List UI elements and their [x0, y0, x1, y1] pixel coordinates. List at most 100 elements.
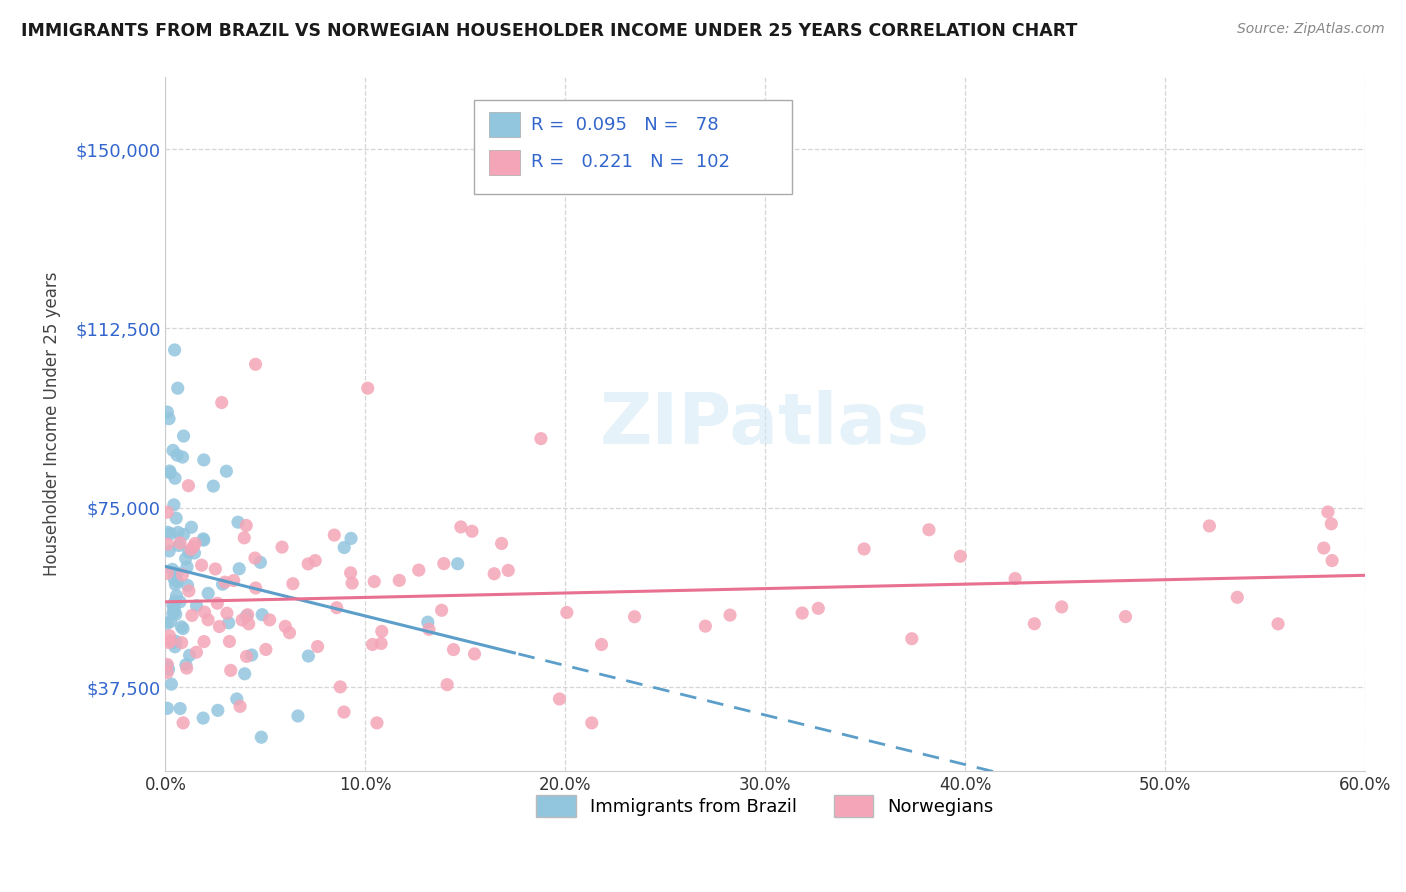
Point — [156, 665, 179, 680]
Point — [193, 634, 215, 648]
Point — [792, 606, 814, 620]
Point — [901, 632, 924, 646]
Point — [297, 557, 319, 571]
Point — [165, 577, 187, 591]
Point — [695, 619, 717, 633]
Point — [1198, 519, 1220, 533]
Point — [174, 551, 197, 566]
Point — [325, 600, 347, 615]
Point — [156, 616, 179, 631]
Point — [156, 505, 179, 519]
Point — [197, 613, 219, 627]
Point — [194, 605, 217, 619]
Point — [180, 520, 202, 534]
Point — [172, 622, 194, 636]
Point — [163, 471, 186, 485]
Point — [250, 607, 273, 622]
Point — [159, 634, 181, 648]
Legend: Immigrants from Brazil, Norwegians: Immigrants from Brazil, Norwegians — [529, 788, 1001, 824]
Point — [197, 586, 219, 600]
Point — [163, 604, 186, 618]
Point — [181, 608, 204, 623]
Point — [236, 607, 259, 622]
Point — [172, 567, 194, 582]
Y-axis label: Householder Income Under 25 years: Householder Income Under 25 years — [44, 272, 60, 576]
Point — [159, 526, 181, 541]
Point — [1114, 609, 1136, 624]
Point — [245, 357, 267, 371]
Text: ZIPatlas: ZIPatlas — [600, 390, 931, 458]
Text: Source: ZipAtlas.com: Source: ZipAtlas.com — [1237, 22, 1385, 37]
Point — [162, 443, 184, 458]
Point — [166, 566, 188, 580]
Point — [218, 615, 240, 630]
Point — [180, 542, 202, 557]
Point — [157, 662, 180, 676]
Point — [176, 661, 198, 675]
Point — [235, 609, 257, 624]
Point — [254, 642, 277, 657]
Point — [271, 540, 294, 554]
Point — [166, 574, 188, 589]
Point — [229, 699, 252, 714]
Point — [250, 730, 273, 744]
Point — [249, 555, 271, 569]
Point — [1226, 591, 1249, 605]
Point — [274, 619, 297, 633]
Point — [191, 711, 214, 725]
Point — [186, 599, 208, 613]
Point — [1320, 553, 1343, 567]
Point — [555, 606, 578, 620]
Point — [166, 381, 188, 395]
Text: R =  0.095   N =   78: R = 0.095 N = 78 — [531, 116, 718, 134]
Point — [243, 551, 266, 566]
Point — [218, 634, 240, 648]
Point — [156, 566, 179, 581]
Point — [949, 549, 972, 564]
Point — [581, 715, 603, 730]
Point — [173, 527, 195, 541]
Point — [169, 536, 191, 550]
Point — [323, 528, 346, 542]
Point — [208, 619, 231, 633]
Point — [340, 576, 363, 591]
Point — [156, 659, 179, 673]
Point — [416, 615, 439, 629]
Point — [231, 613, 253, 627]
Text: IMMIGRANTS FROM BRAZIL VS NORWEGIAN HOUSEHOLDER INCOME UNDER 25 YEARS CORRELATIO: IMMIGRANTS FROM BRAZIL VS NORWEGIAN HOUS… — [21, 22, 1077, 40]
Point — [184, 536, 207, 550]
Point — [259, 613, 281, 627]
Point — [162, 635, 184, 649]
Point — [170, 620, 193, 634]
Point — [162, 607, 184, 621]
Point — [443, 642, 465, 657]
Point — [370, 636, 392, 650]
Point — [408, 563, 430, 577]
Point — [447, 557, 470, 571]
Point — [482, 566, 505, 581]
Point — [156, 537, 179, 551]
Text: R =   0.221   N =  102: R = 0.221 N = 102 — [531, 153, 731, 171]
Point — [156, 701, 179, 715]
Point — [436, 678, 458, 692]
Point — [163, 572, 186, 586]
Point — [165, 594, 187, 608]
Point — [156, 525, 179, 540]
Point — [491, 536, 513, 550]
Point — [366, 715, 388, 730]
Point — [433, 557, 456, 571]
Point — [548, 692, 571, 706]
Point — [281, 576, 304, 591]
Point — [235, 518, 257, 533]
Point — [233, 531, 256, 545]
Point — [918, 523, 941, 537]
Point — [807, 601, 830, 615]
Point — [163, 640, 186, 654]
Point — [235, 649, 257, 664]
Point — [1004, 572, 1026, 586]
Point — [591, 638, 613, 652]
Point — [167, 539, 190, 553]
Point — [226, 515, 249, 529]
Point — [186, 645, 208, 659]
Point — [222, 574, 245, 588]
